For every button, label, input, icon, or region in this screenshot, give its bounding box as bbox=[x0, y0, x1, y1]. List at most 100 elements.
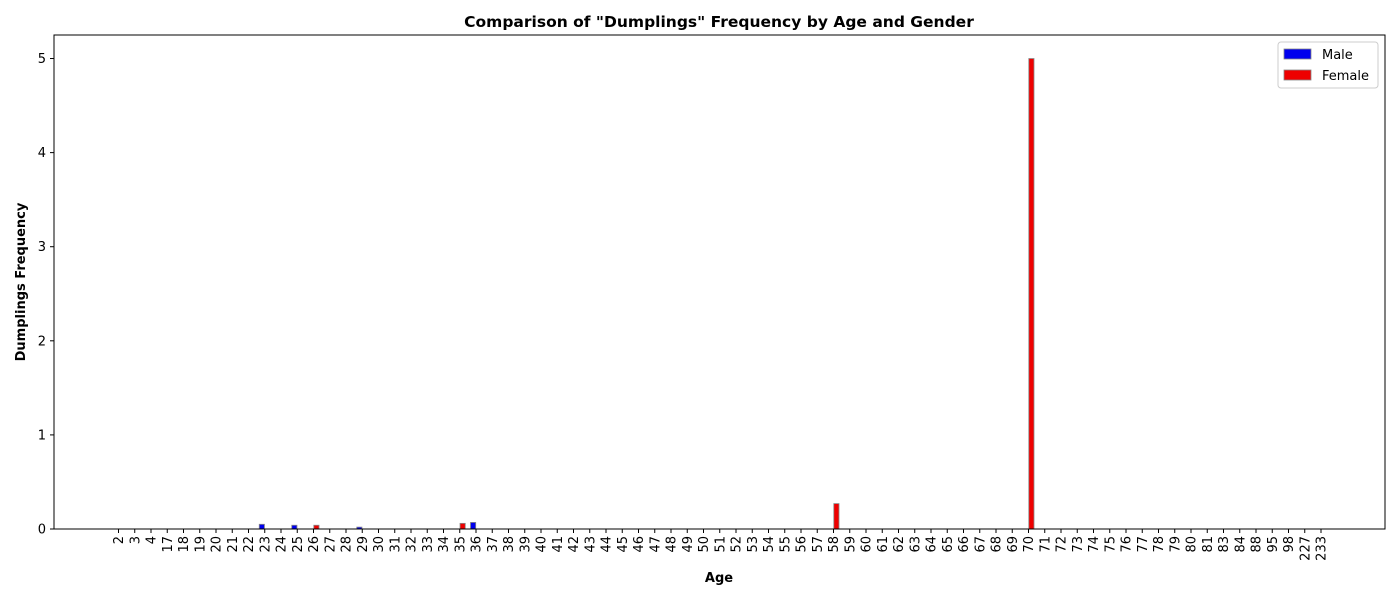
x-tick-label: 71 bbox=[1038, 536, 1053, 553]
x-tick-label: 36 bbox=[470, 536, 485, 553]
x-tick-label: 37 bbox=[486, 536, 501, 553]
x-tick-label: 88 bbox=[1250, 536, 1265, 553]
x-tick-label: 98 bbox=[1282, 536, 1297, 553]
x-tick-label: 20 bbox=[210, 536, 225, 553]
x-tick-label: 45 bbox=[616, 536, 631, 553]
x-tick-label: 73 bbox=[1071, 536, 1086, 553]
x-tick-label: 21 bbox=[226, 536, 241, 553]
x-tick-label: 23 bbox=[258, 536, 273, 553]
x-tick-label: 83 bbox=[1217, 536, 1232, 553]
x-tick-label: 26 bbox=[307, 536, 322, 553]
x-tick-label: 17 bbox=[161, 536, 176, 553]
x-tick-label: 84 bbox=[1233, 536, 1248, 553]
x-tick-label: 39 bbox=[518, 536, 533, 553]
x-tick-label: 2 bbox=[112, 536, 127, 544]
x-tick-label: 57 bbox=[811, 536, 826, 553]
x-tick-label: 34 bbox=[437, 536, 452, 553]
y-tick-label: 3 bbox=[38, 240, 46, 255]
bar-female-age-35 bbox=[459, 522, 466, 530]
x-tick-label: 80 bbox=[1185, 536, 1200, 553]
x-tick-label: 33 bbox=[421, 536, 436, 553]
y-axis: 0 1 2 3 4 5 bbox=[38, 52, 54, 538]
bar-female-age-70 bbox=[1028, 58, 1035, 530]
x-tick-label: 68 bbox=[990, 536, 1005, 553]
bar-female-age-26 bbox=[313, 524, 320, 530]
x-tick-label: 19 bbox=[193, 536, 208, 553]
y-tick-label: 0 bbox=[38, 523, 46, 538]
x-tick-label: 59 bbox=[843, 536, 858, 553]
x-tick-label: 49 bbox=[681, 536, 696, 553]
y-tick-label: 5 bbox=[38, 52, 46, 67]
x-tick-label: 77 bbox=[1136, 536, 1151, 553]
x-tick-label: 27 bbox=[323, 536, 338, 553]
x-tick-label: 66 bbox=[957, 536, 972, 553]
x-axis-title: Age bbox=[705, 571, 733, 586]
x-tick-label: 41 bbox=[551, 536, 566, 553]
bars-layer bbox=[258, 58, 1035, 530]
x-tick-label: 32 bbox=[405, 536, 420, 553]
x-tick-label: 46 bbox=[632, 536, 647, 553]
x-tick-label: 72 bbox=[1055, 536, 1070, 553]
x-tick-label: 53 bbox=[746, 536, 761, 553]
x-tick-label: 65 bbox=[941, 536, 956, 553]
legend-label-female: Female bbox=[1322, 69, 1369, 84]
x-tick-label: 70 bbox=[1022, 536, 1037, 553]
x-tick-label: 79 bbox=[1168, 536, 1183, 553]
x-tick-label: 74 bbox=[1087, 536, 1102, 553]
x-axis: 2 3 4 17 18 19 20 21 22 23 24 25 26 27 28 29 30 31 32 33 34 3… bbox=[112, 529, 1330, 561]
bar-male-age-36 bbox=[470, 522, 477, 530]
legend-swatch-female bbox=[1283, 69, 1312, 81]
y-axis-title: Dumplings Frequency bbox=[14, 202, 29, 361]
x-tick-label: 25 bbox=[291, 536, 306, 553]
x-tick-label: 52 bbox=[730, 536, 745, 553]
x-tick-label: 55 bbox=[778, 536, 793, 553]
x-tick-label: 35 bbox=[453, 536, 468, 553]
x-tick-label: 48 bbox=[665, 536, 680, 553]
x-tick-label: 62 bbox=[892, 536, 907, 553]
x-tick-label: 43 bbox=[583, 536, 598, 553]
x-tick-label: 28 bbox=[340, 536, 355, 553]
legend-label-male: Male bbox=[1322, 48, 1353, 63]
x-tick-label: 69 bbox=[1006, 536, 1021, 553]
bar-male-age-23 bbox=[258, 523, 265, 530]
y-tick-label: 4 bbox=[38, 146, 46, 161]
x-tick-label: 31 bbox=[388, 536, 403, 553]
x-tick-label: 51 bbox=[713, 536, 728, 553]
bar-male-age-25 bbox=[291, 524, 298, 530]
x-tick-label: 58 bbox=[827, 536, 842, 553]
y-tick-label: 1 bbox=[38, 428, 46, 443]
x-tick-label: 227 bbox=[1298, 536, 1313, 561]
x-tick-label: 64 bbox=[925, 536, 940, 553]
legend-swatch-male bbox=[1283, 48, 1312, 60]
x-tick-label: 24 bbox=[275, 536, 290, 553]
x-tick-label: 75 bbox=[1103, 536, 1118, 553]
y-tick-label: 2 bbox=[38, 334, 46, 349]
x-tick-label: 50 bbox=[697, 536, 712, 553]
x-tick-label: 47 bbox=[648, 536, 663, 553]
x-tick-label: 29 bbox=[356, 536, 371, 553]
x-tick-label: 54 bbox=[762, 536, 777, 553]
legend: Male Female bbox=[1277, 41, 1379, 89]
x-tick-label: 233 bbox=[1315, 536, 1330, 561]
x-tick-label: 40 bbox=[535, 536, 550, 553]
x-tick-label: 22 bbox=[242, 536, 257, 553]
x-tick-label: 61 bbox=[876, 536, 891, 553]
x-tick-label: 56 bbox=[795, 536, 810, 553]
x-tick-label: 95 bbox=[1266, 536, 1281, 553]
x-tick-label: 3 bbox=[128, 536, 143, 544]
plot-frame bbox=[53, 34, 1386, 530]
x-tick-label: 81 bbox=[1201, 536, 1216, 553]
x-tick-label: 38 bbox=[502, 536, 517, 553]
bar-female-age-58 bbox=[833, 503, 840, 530]
x-tick-label: 30 bbox=[372, 536, 387, 553]
x-tick-label: 44 bbox=[600, 536, 615, 553]
x-tick-label: 4 bbox=[145, 536, 160, 544]
x-tick-label: 18 bbox=[177, 536, 192, 553]
chart-title: Comparison of "Dumplings" Frequency by A… bbox=[464, 13, 974, 31]
x-tick-label: 42 bbox=[567, 536, 582, 553]
x-tick-label: 60 bbox=[860, 536, 875, 553]
x-tick-label: 63 bbox=[908, 536, 923, 553]
x-tick-label: 78 bbox=[1152, 536, 1167, 553]
